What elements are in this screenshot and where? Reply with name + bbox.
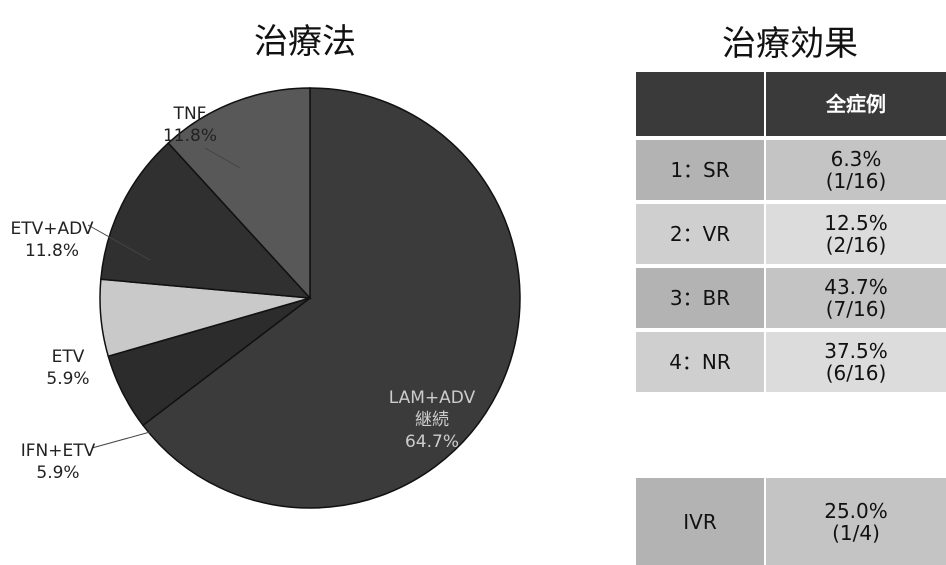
slice-label: ETV+ADV 11.8% bbox=[10, 218, 93, 262]
row-label: 2：VR bbox=[636, 204, 764, 264]
slice-label: TNF 11.8% bbox=[163, 103, 217, 147]
percent: 37.5% bbox=[824, 339, 888, 363]
slice-name: IFN+ETV bbox=[20, 441, 96, 461]
pie-slice bbox=[167, 87, 311, 300]
count: (1/16) bbox=[825, 169, 887, 193]
slice-label: IFN+ETV 5.9% bbox=[21, 440, 96, 484]
row-label: IVR bbox=[636, 478, 764, 565]
percent: 25.0% bbox=[824, 498, 888, 523]
slice-name: ETV bbox=[51, 347, 85, 367]
row-label: 3：BR bbox=[636, 268, 764, 328]
count: (2/16) bbox=[825, 233, 887, 257]
slice-label: ETV 5.9% bbox=[46, 346, 89, 390]
slice-name: LAM+ADV 継続 bbox=[388, 388, 476, 430]
row-value: 25.0% (1/4) bbox=[766, 478, 946, 565]
row-label: 1：SR bbox=[636, 140, 764, 200]
pie-slice bbox=[141, 87, 521, 509]
count: (6/16) bbox=[825, 361, 887, 385]
slice-value: 64.7% bbox=[404, 432, 460, 452]
slice-name: ETV+ADV bbox=[10, 219, 94, 239]
row-label: 4：NR bbox=[636, 332, 764, 392]
table-title: 治療効果 bbox=[722, 24, 858, 64]
slice-value: 11.8% bbox=[24, 241, 79, 261]
percent: 43.7% bbox=[824, 275, 888, 299]
table-header: 全症例 bbox=[766, 72, 946, 136]
slice-name: TNF bbox=[173, 104, 207, 124]
pie-slice bbox=[100, 141, 312, 299]
slice-value: 11.8% bbox=[162, 126, 218, 146]
slice-label: LAM+ADV 継続 64.7% bbox=[389, 387, 475, 453]
slice-value: 5.9% bbox=[46, 369, 90, 389]
leader-line bbox=[204, 147, 241, 169]
leader-line bbox=[91, 431, 151, 449]
row-value: 12.5% (2/16) bbox=[766, 204, 946, 264]
row-value: 6.3% (1/16) bbox=[766, 140, 946, 200]
leader-line bbox=[87, 224, 151, 261]
table-corner bbox=[636, 72, 764, 136]
slice-value: 5.9% bbox=[36, 463, 80, 483]
row-value: 43.7% (7/16) bbox=[766, 268, 946, 328]
pie-title: 治療法 bbox=[254, 22, 356, 62]
row-value: 37.5% (6/16) bbox=[766, 332, 946, 392]
count: (1/4) bbox=[832, 520, 880, 545]
count: (7/16) bbox=[825, 297, 887, 321]
percent: 6.3% bbox=[830, 147, 882, 171]
percent: 12.5% bbox=[824, 211, 888, 235]
